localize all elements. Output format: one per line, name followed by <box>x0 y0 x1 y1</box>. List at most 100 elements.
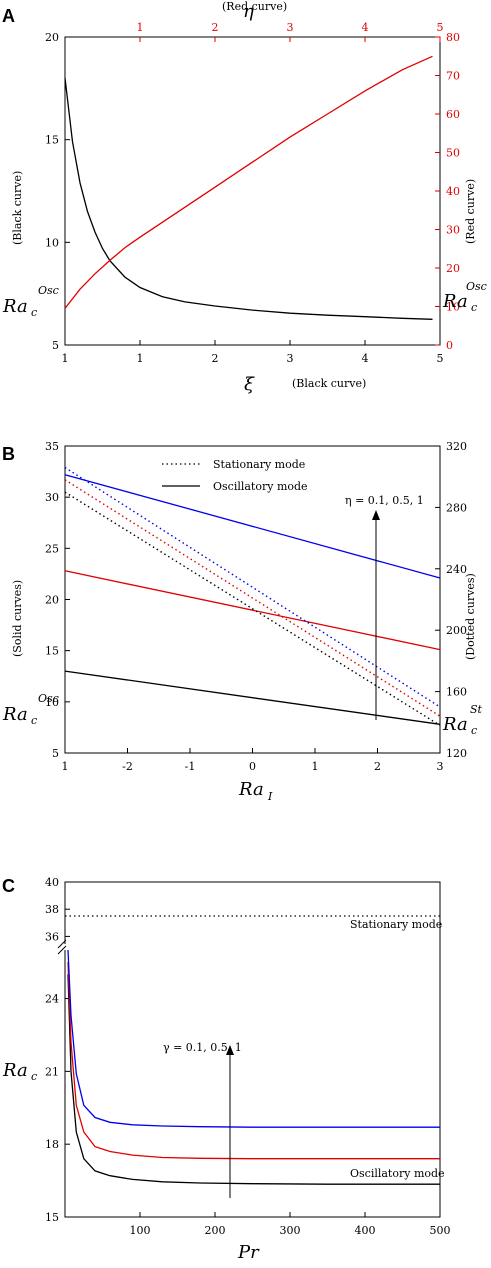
bottom-tick-label: 500 <box>430 1224 451 1237</box>
panel-a: A 5 10 15 20 0 10 20 30 40 50 60 70 80 1 1 2 3 4 5 1 2 3 4 5… <box>2 0 487 395</box>
panel-a-right-axis-sup: Osc <box>466 280 487 293</box>
right-tick-label: 240 <box>446 563 467 576</box>
left-tick-label: 35 <box>45 440 59 453</box>
top-tick-label: 5 <box>437 21 444 34</box>
right-tick-label: 20 <box>446 262 460 275</box>
panel-c-series <box>65 915 440 1185</box>
panel-c-arrow-head <box>226 1045 234 1055</box>
panel-b-left-axis-sup: Osc <box>38 692 59 705</box>
panel-b-right-ticks: 120 160 200 240 280 320 <box>435 440 467 760</box>
panel-b-left-axis-sub: c <box>31 714 37 727</box>
bottom-tick-label: 4 <box>362 352 369 365</box>
bottom-tick-label: 300 <box>280 1224 301 1237</box>
right-tick-label: 40 <box>446 185 460 198</box>
left-tick-label: 18 <box>45 1138 59 1151</box>
panel-b-bottom-ticks: 1 -2 -1 0 1 2 3 <box>62 748 444 773</box>
oscillatory-mode-line <box>64 474 441 579</box>
panel-a-top-axis-note: (Red curve) <box>222 0 287 13</box>
right-tick-label: 30 <box>446 224 460 237</box>
panel-a-left-ticks: 5 10 15 20 <box>45 31 70 352</box>
right-tick-label: 200 <box>446 624 467 637</box>
top-tick-label: 4 <box>362 21 369 34</box>
panel-c-x-axis-label: Pr <box>237 1242 260 1263</box>
panel-a-right-axis-sub: c <box>471 301 477 314</box>
panel-b-letter: B <box>2 444 15 464</box>
panel-c-y-axis-sub: c <box>31 1070 37 1083</box>
bottom-tick-label: -2 <box>122 760 133 773</box>
right-tick-label: 320 <box>446 440 467 453</box>
panel-a-bottom-axis-note: (Black curve) <box>292 377 366 390</box>
bottom-tick-label: 2 <box>212 352 219 365</box>
panel-c-annotation: γ = 0.1, 0.5, 1 <box>163 1041 242 1054</box>
left-tick-label: 10 <box>45 696 59 709</box>
panel-b-right-axis-label: Ra <box>442 714 468 735</box>
bottom-tick-label: 1 <box>62 352 69 365</box>
panel-a-bottom-ticks: 1 1 2 3 4 5 <box>62 340 444 365</box>
left-tick-label: 15 <box>45 134 59 147</box>
left-tick-label: 5 <box>52 747 59 760</box>
bottom-tick-label: 0 <box>249 760 256 773</box>
right-tick-label: 0 <box>446 339 453 352</box>
panel-c: C 15 18 21 24 36 38 40 100 200 300 400 500 Station… <box>2 876 451 1263</box>
left-tick-label: 30 <box>45 491 59 504</box>
stationary-mode-line <box>64 479 441 717</box>
left-tick-label: 36 <box>45 930 59 943</box>
bottom-tick-label: -1 <box>185 760 196 773</box>
right-tick-label: 160 <box>446 686 467 699</box>
left-tick-label: 24 <box>45 993 59 1006</box>
top-tick-label: 3 <box>287 21 294 34</box>
bottom-tick-label: 1 <box>137 352 144 365</box>
oscillatory-mode-line <box>67 974 440 1185</box>
panel-b-x-axis-label: Ra <box>238 779 264 800</box>
right-tick-label: 10 <box>446 301 460 314</box>
panel-b-left-axis-note: (Solid curves) <box>11 580 24 657</box>
left-tick-label: 21 <box>45 1065 59 1078</box>
panel-b-right-axis-sup: St <box>470 703 483 716</box>
legend-oscillatory-label: Oscillatory mode <box>213 480 308 493</box>
panel-b-right-axis-note: (Dotted curves) <box>464 573 477 660</box>
left-tick-label: 38 <box>45 903 59 916</box>
panel-a-bottom-axis-label: ξ <box>244 374 255 395</box>
left-tick-label: 15 <box>45 645 59 658</box>
panel-b-right-axis-sub: c <box>471 724 477 737</box>
left-tick-label: 5 <box>52 339 59 352</box>
panel-a-series-line <box>64 55 433 309</box>
right-tick-label: 80 <box>446 31 460 44</box>
right-tick-label: 60 <box>446 108 460 121</box>
bottom-tick-label: 1 <box>62 760 69 773</box>
oscillatory-mode-line <box>67 949 440 1128</box>
left-tick-label: 20 <box>45 594 59 607</box>
panel-a-right-axis-note: (Red curve) <box>464 179 477 244</box>
panel-a-frame <box>64 36 441 346</box>
stationary-mode-line <box>64 491 441 726</box>
left-tick-label: 25 <box>45 542 59 555</box>
panel-c-bottom-ticks: 100 200 300 400 500 <box>130 1212 451 1237</box>
axis-break-mark-top <box>57 939 67 949</box>
oscillatory-mode-line <box>64 570 441 651</box>
right-tick-label: 280 <box>446 501 467 514</box>
panel-a-left-axis-sub: c <box>31 306 37 319</box>
top-tick-label: 2 <box>212 21 219 34</box>
axis-break-mark-bottom <box>57 945 67 955</box>
top-tick-label: 1 <box>137 21 144 34</box>
left-tick-label: 20 <box>45 31 59 44</box>
bottom-tick-label: 400 <box>355 1224 376 1237</box>
legend-stationary-label: Stationary mode <box>213 458 305 471</box>
panel-a-left-axis-label: Ra <box>2 296 28 317</box>
bottom-tick-label: 200 <box>205 1224 226 1237</box>
panel-a-right-axis-label: Ra <box>442 291 468 312</box>
right-tick-label: 50 <box>446 147 460 160</box>
panel-b-annotation: η = 0.1, 0.5, 1 <box>345 494 424 507</box>
panel-c-left-ticks: 15 18 21 24 36 38 40 <box>45 876 70 1224</box>
panel-a-top-ticks: 1 2 3 4 5 <box>137 21 444 42</box>
oscillatory-mode-line <box>64 670 441 725</box>
panel-b-left-ticks: 5 10 15 20 25 30 35 <box>45 440 70 760</box>
panel-a-top-axis-label: η <box>243 1 254 22</box>
panel-b-arrow-head <box>372 510 380 520</box>
bottom-tick-label: 3 <box>287 352 294 365</box>
panel-b-series <box>64 466 441 726</box>
panel-b-left-axis-label: Ra <box>2 704 28 725</box>
bottom-tick-label: 3 <box>437 760 444 773</box>
bottom-tick-label: 100 <box>130 1224 151 1237</box>
